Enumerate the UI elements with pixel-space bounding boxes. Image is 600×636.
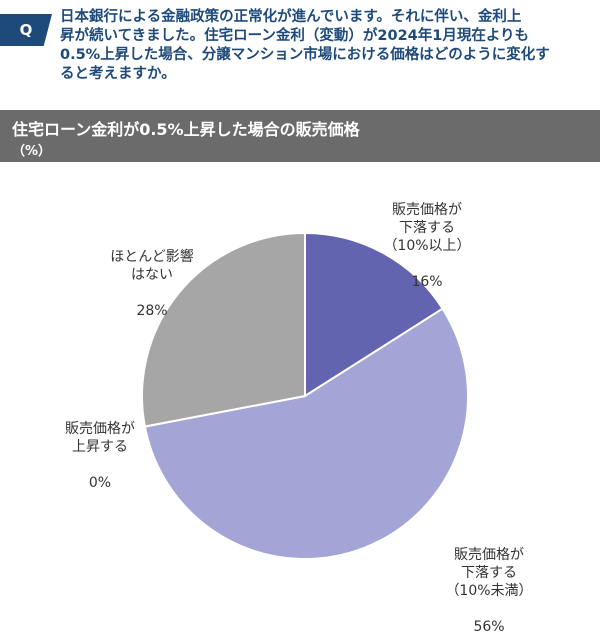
slice-label-rise: 販売価格が 上昇する 0%: [30, 402, 170, 492]
slice-value-no-effect: 28%: [136, 303, 168, 319]
pie-slice-no-effect: [141, 231, 306, 428]
slice-label-decline-under10: 販売価格が 下落する （10%未満） 56%: [414, 528, 564, 636]
pie-slice-decline-10plus: [304, 231, 445, 398]
chart-title: 住宅ローン金利が0.5%上昇した場合の販売価格: [12, 120, 360, 139]
slice-label-decline-10plus: 販売価格が 下落する （10%以上） 16%: [352, 183, 502, 291]
slice-name-rise: 販売価格が 上昇する: [65, 421, 135, 455]
slice-name-no-effect: ほとんど影響 はない: [110, 249, 194, 283]
slice-value-rise: 0%: [88, 475, 112, 491]
pie-slice-decline-under10: [143, 307, 469, 560]
slice-value-decline-under10: 56%: [473, 619, 505, 635]
slice-label-no-effect: ほとんど影響 はない 28%: [92, 230, 212, 320]
slice-name-decline-10plus: 販売価格が 下落する （10%以上）: [383, 202, 471, 254]
chart-unit: （%）: [12, 144, 52, 159]
slice-value-decline-10plus: 16%: [411, 274, 443, 290]
slice-name-decline-under10: 販売価格が 下落する （10%未満）: [445, 547, 533, 599]
question-badge: Q: [0, 14, 52, 46]
chart-header: 住宅ローン金利が0.5%上昇した場合の販売価格 （%）: [0, 110, 600, 162]
question-text: 日本銀行による金融政策の正常化が進んでいます。それに伴い、金利上 昇が続いてきま…: [60, 9, 550, 82]
